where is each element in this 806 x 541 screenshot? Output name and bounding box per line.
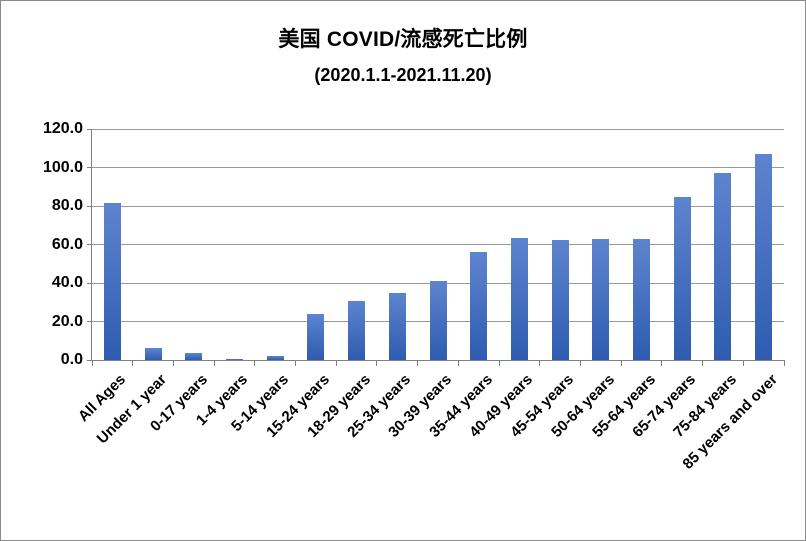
y-axis-tick — [87, 321, 91, 322]
y-axis-label: 100.0 — [42, 158, 83, 176]
x-axis-tick — [213, 360, 215, 366]
y-axis-tick — [87, 359, 91, 361]
x-axis-tick — [498, 360, 500, 366]
x-axis-tick — [661, 360, 663, 366]
x-axis-tick — [417, 360, 419, 366]
bar-65-74-years — [673, 196, 691, 360]
x-axis-tick — [295, 360, 297, 366]
bar-40-49-years — [510, 237, 528, 360]
bar-under-1-year — [144, 348, 162, 360]
gridline — [92, 167, 784, 168]
bar-all-ages — [103, 202, 121, 360]
bar-18-29-years — [348, 301, 366, 360]
y-axis-tick — [87, 282, 91, 284]
y-axis-tick — [87, 128, 91, 130]
x-axis-tick — [742, 360, 744, 366]
gridline — [92, 128, 784, 130]
bar-25-34-years — [388, 293, 406, 360]
plot-area: 0.0 20.0 40.0 60.0 80.0 100.0 120.0 All Ages Und… — [43, 120, 785, 473]
bar-30-39-years — [429, 280, 447, 360]
x-axis-tick — [702, 360, 704, 366]
y-axis-label: 40.0 — [51, 274, 83, 291]
gridline — [92, 244, 784, 245]
bar-1-4-years — [225, 358, 243, 360]
x-axis-tick — [457, 360, 459, 366]
x-axis-line — [91, 360, 784, 361]
x-axis-tick — [91, 360, 93, 366]
x-axis-tick — [783, 360, 785, 366]
x-axis-tick — [376, 360, 378, 366]
y-axis-label: 0.0 — [60, 351, 83, 368]
x-axis-tick — [172, 360, 174, 366]
bar-55-64-years — [633, 238, 651, 360]
y-axis-line — [91, 129, 92, 360]
y-axis-label: 120.0 — [42, 120, 83, 137]
x-axis-tick — [132, 360, 134, 366]
y-axis-label: 80.0 — [51, 197, 83, 214]
y-axis-tick — [87, 205, 91, 207]
bar-85-years-and-over — [755, 154, 773, 360]
bar-35-44-years — [470, 252, 488, 360]
x-axis-tick — [539, 360, 541, 366]
bar-50-64-years — [592, 238, 610, 360]
bar-15-24-years — [307, 314, 325, 360]
chart-subtitle: (2020.1.1-2021.11.20) — [314, 65, 492, 85]
x-axis-tick — [335, 360, 337, 366]
chart-title: 美国 COVID/流感死亡比例 — [278, 28, 528, 51]
x-axis-tick — [579, 360, 581, 366]
bar-45-54-years — [551, 240, 569, 360]
bar-0-17-years — [185, 353, 203, 360]
y-axis-label: 60.0 — [51, 235, 83, 253]
x-axis-tick — [254, 360, 256, 366]
bar-5-14-years — [266, 355, 284, 360]
y-axis-tick — [87, 244, 91, 245]
gridline — [92, 205, 784, 207]
x-axis-tick — [620, 360, 622, 366]
bar-75-84-years — [714, 172, 732, 360]
y-axis-tick — [87, 167, 91, 168]
y-axis-label: 20.0 — [51, 312, 83, 330]
